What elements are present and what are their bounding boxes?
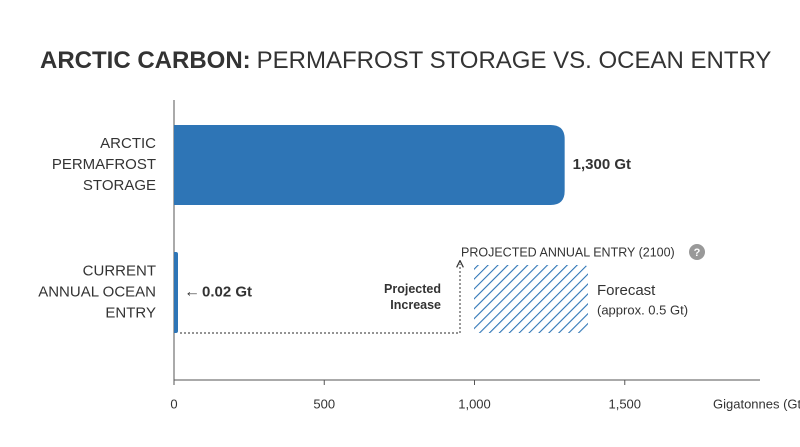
help-icon[interactable]: ? bbox=[694, 247, 701, 259]
x-tick-label: 500 bbox=[313, 396, 335, 411]
value-label: 0.02 Gt bbox=[202, 283, 252, 300]
y-tick-label: CURRENT ANNUAL OCEAN ENTRY bbox=[38, 262, 156, 321]
projected-title: PROJECTED ANNUAL ENTRY (2100) bbox=[461, 245, 675, 259]
title-bold: ARCTIC CARBON: bbox=[40, 47, 251, 74]
forecast-note: (approx. 0.5 Gt) bbox=[597, 302, 688, 317]
x-tick-label: 0 bbox=[170, 396, 177, 411]
bar bbox=[174, 252, 178, 333]
forecast-label: Forecast bbox=[597, 282, 656, 299]
projected-increase: Projected Increase bbox=[384, 282, 441, 312]
help-icon-circle[interactable] bbox=[689, 244, 705, 260]
value-label: 1,300 Gt bbox=[573, 156, 631, 173]
title-rest: PERMAFROST STORAGE VS. OCEAN ENTRY bbox=[257, 47, 772, 74]
y-tick-label: ARCTIC PERMAFROST STORAGE bbox=[52, 135, 156, 194]
bar bbox=[174, 125, 565, 205]
x-axis-label: Gigatonnes (Gt) bbox=[713, 396, 800, 411]
chart-title: ARCTIC CARBON: PERMAFROST STORAGE VS. OCE… bbox=[40, 47, 771, 74]
x-tick-label: 1,000 bbox=[458, 396, 491, 411]
projection-arrow bbox=[180, 264, 460, 334]
pointer-arrow: ← bbox=[184, 284, 200, 301]
x-tick-label: 1,500 bbox=[608, 396, 641, 411]
forecast-box bbox=[474, 265, 588, 333]
